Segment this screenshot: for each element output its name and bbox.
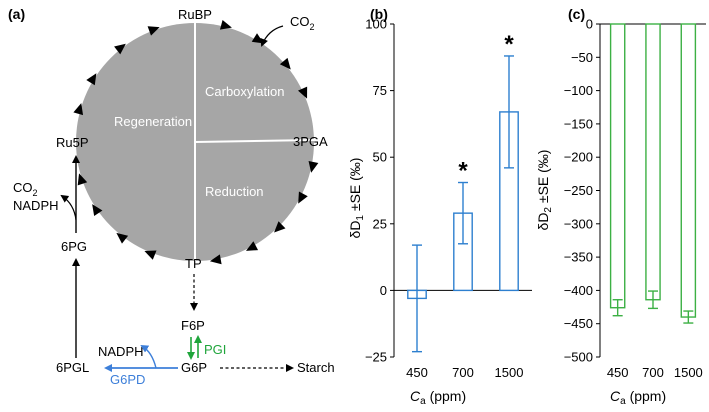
sector-regeneration: Regeneration <box>114 114 192 129</box>
y-tick-label: −400 <box>564 283 593 298</box>
node-tp: TP <box>185 256 202 271</box>
chart-c-xlabel: Ca (ppm) <box>610 388 666 407</box>
y-tick-label: −50 <box>571 50 593 65</box>
y-tick-label: 0 <box>586 17 593 32</box>
x-tick-label-700: 700 <box>452 365 474 380</box>
x-tick-label-1500: 1500 <box>674 365 703 380</box>
chart-c: (c) 0 −50 −100 −150 −200 −250 −300 −350 −400 −450… <box>535 6 706 407</box>
y-tick-label: −500 <box>564 350 593 365</box>
node-co2: CO2 <box>290 14 315 32</box>
chart-c-x-tick-labels: 450 700 1500 <box>607 365 703 380</box>
y-tick-label: −200 <box>564 150 593 165</box>
bar-450 <box>611 24 625 308</box>
node-f6p: F6P <box>181 318 205 333</box>
y-tick-label: −250 <box>564 183 593 198</box>
sector-carboxylation: Carboxylation <box>205 84 285 99</box>
y-tick-label: −450 <box>564 316 593 331</box>
significance-marker-700: * <box>458 158 468 185</box>
node-starch: Starch <box>297 360 335 375</box>
nadph-production-arrow <box>142 346 156 368</box>
node-g6p: G6P <box>181 360 207 375</box>
co2-uptake-arrow <box>262 26 283 45</box>
node-6pg: 6PG <box>61 239 87 254</box>
node-nadph: NADPH <box>98 344 144 359</box>
chart-b-ticks: 100 75 50 25 0 −25 <box>365 17 394 365</box>
y-tick-label: 25 <box>373 216 387 231</box>
node-ru5p: Ru5P <box>56 135 89 150</box>
x-tick-label-450: 450 <box>607 365 629 380</box>
bar-1500 <box>681 24 695 317</box>
node-3pga: 3PGA <box>293 134 328 149</box>
x-tick-label-1500: 1500 <box>495 365 524 380</box>
panel-a: (a) Regeneration Carboxylation Reduction… <box>8 6 335 387</box>
co2-nadph-release-arrow <box>62 196 76 220</box>
enzyme-g6pd: G6PD <box>110 372 145 387</box>
enzyme-pgi: PGI <box>204 342 226 357</box>
chart-c-ylabel: δD2 ±SE (‰) <box>535 150 554 231</box>
node-nadph-release: NADPH <box>13 198 59 213</box>
chart-c-ticks: 0 −50 −100 −150 −200 −250 −300 −350 −400 −450 −500 <box>564 17 600 365</box>
chart-b-xlabel: Ca (ppm) <box>410 388 466 407</box>
chart-c-bars <box>611 24 696 317</box>
y-tick-label: 75 <box>373 83 387 98</box>
node-co2-release: CO2 <box>13 180 38 198</box>
node-6pgl: 6PGL <box>56 360 89 375</box>
y-tick-label: 0 <box>380 283 387 298</box>
node-rubp: RuBP <box>178 7 212 22</box>
sector-reduction: Reduction <box>205 184 264 199</box>
bar-700 <box>646 24 660 300</box>
y-tick-label: −100 <box>564 83 593 98</box>
chart-b-error-bars <box>412 56 514 352</box>
chart-b-ylabel: δD1 ±SE (‰) <box>347 158 366 239</box>
x-tick-label-450: 450 <box>406 365 428 380</box>
x-tick-label-700: 700 <box>642 365 664 380</box>
y-tick-label: −350 <box>564 250 593 265</box>
y-tick-label: 100 <box>365 17 387 32</box>
y-tick-label: 50 <box>373 150 387 165</box>
y-tick-label: −300 <box>564 216 593 231</box>
y-tick-label: −25 <box>365 350 387 365</box>
significance-marker-1500: * <box>504 31 514 58</box>
chart-b-x-tick-labels: 450 700 1500 <box>406 365 523 380</box>
y-tick-label: −150 <box>564 116 593 131</box>
panel-a-label: (a) <box>8 6 25 22</box>
panel-c-label: (c) <box>568 6 585 22</box>
